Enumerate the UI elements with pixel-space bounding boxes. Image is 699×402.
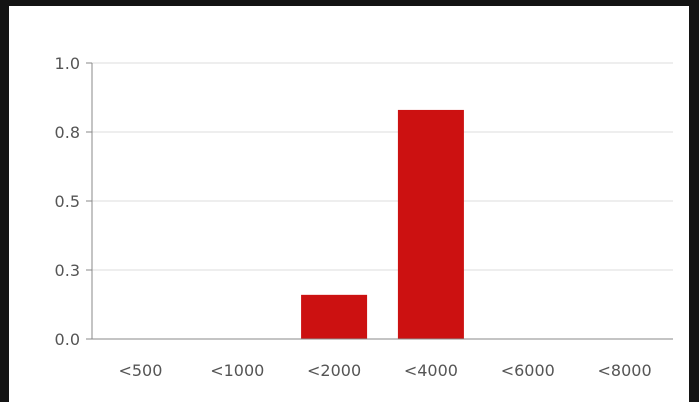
y-tick-label: 0.8 xyxy=(55,123,80,142)
x-tick-labels: <500 <1000 <2000 <4000 <6000 <8000 xyxy=(118,361,651,380)
x-tick-label: <1000 xyxy=(210,361,264,380)
gridlines xyxy=(92,62,673,271)
y-tick-label: 0.3 xyxy=(55,261,80,280)
x-tick-label: <500 xyxy=(118,361,162,380)
x-tick-label: <2000 xyxy=(307,361,361,380)
bars xyxy=(301,109,464,339)
axes xyxy=(86,62,673,340)
y-tick-label: 1.0 xyxy=(55,54,80,73)
y-tick-labels: 0.0 0.3 0.5 0.8 1.0 xyxy=(55,54,80,349)
x-tick-label: <4000 xyxy=(404,361,458,380)
x-tick-label: <6000 xyxy=(501,361,555,380)
bar-2 xyxy=(301,294,368,339)
y-tick-label: 0.5 xyxy=(55,192,80,211)
y-tick-label: 0.0 xyxy=(55,330,80,349)
bar-3 xyxy=(397,109,464,339)
x-tick-label: <8000 xyxy=(598,361,652,380)
